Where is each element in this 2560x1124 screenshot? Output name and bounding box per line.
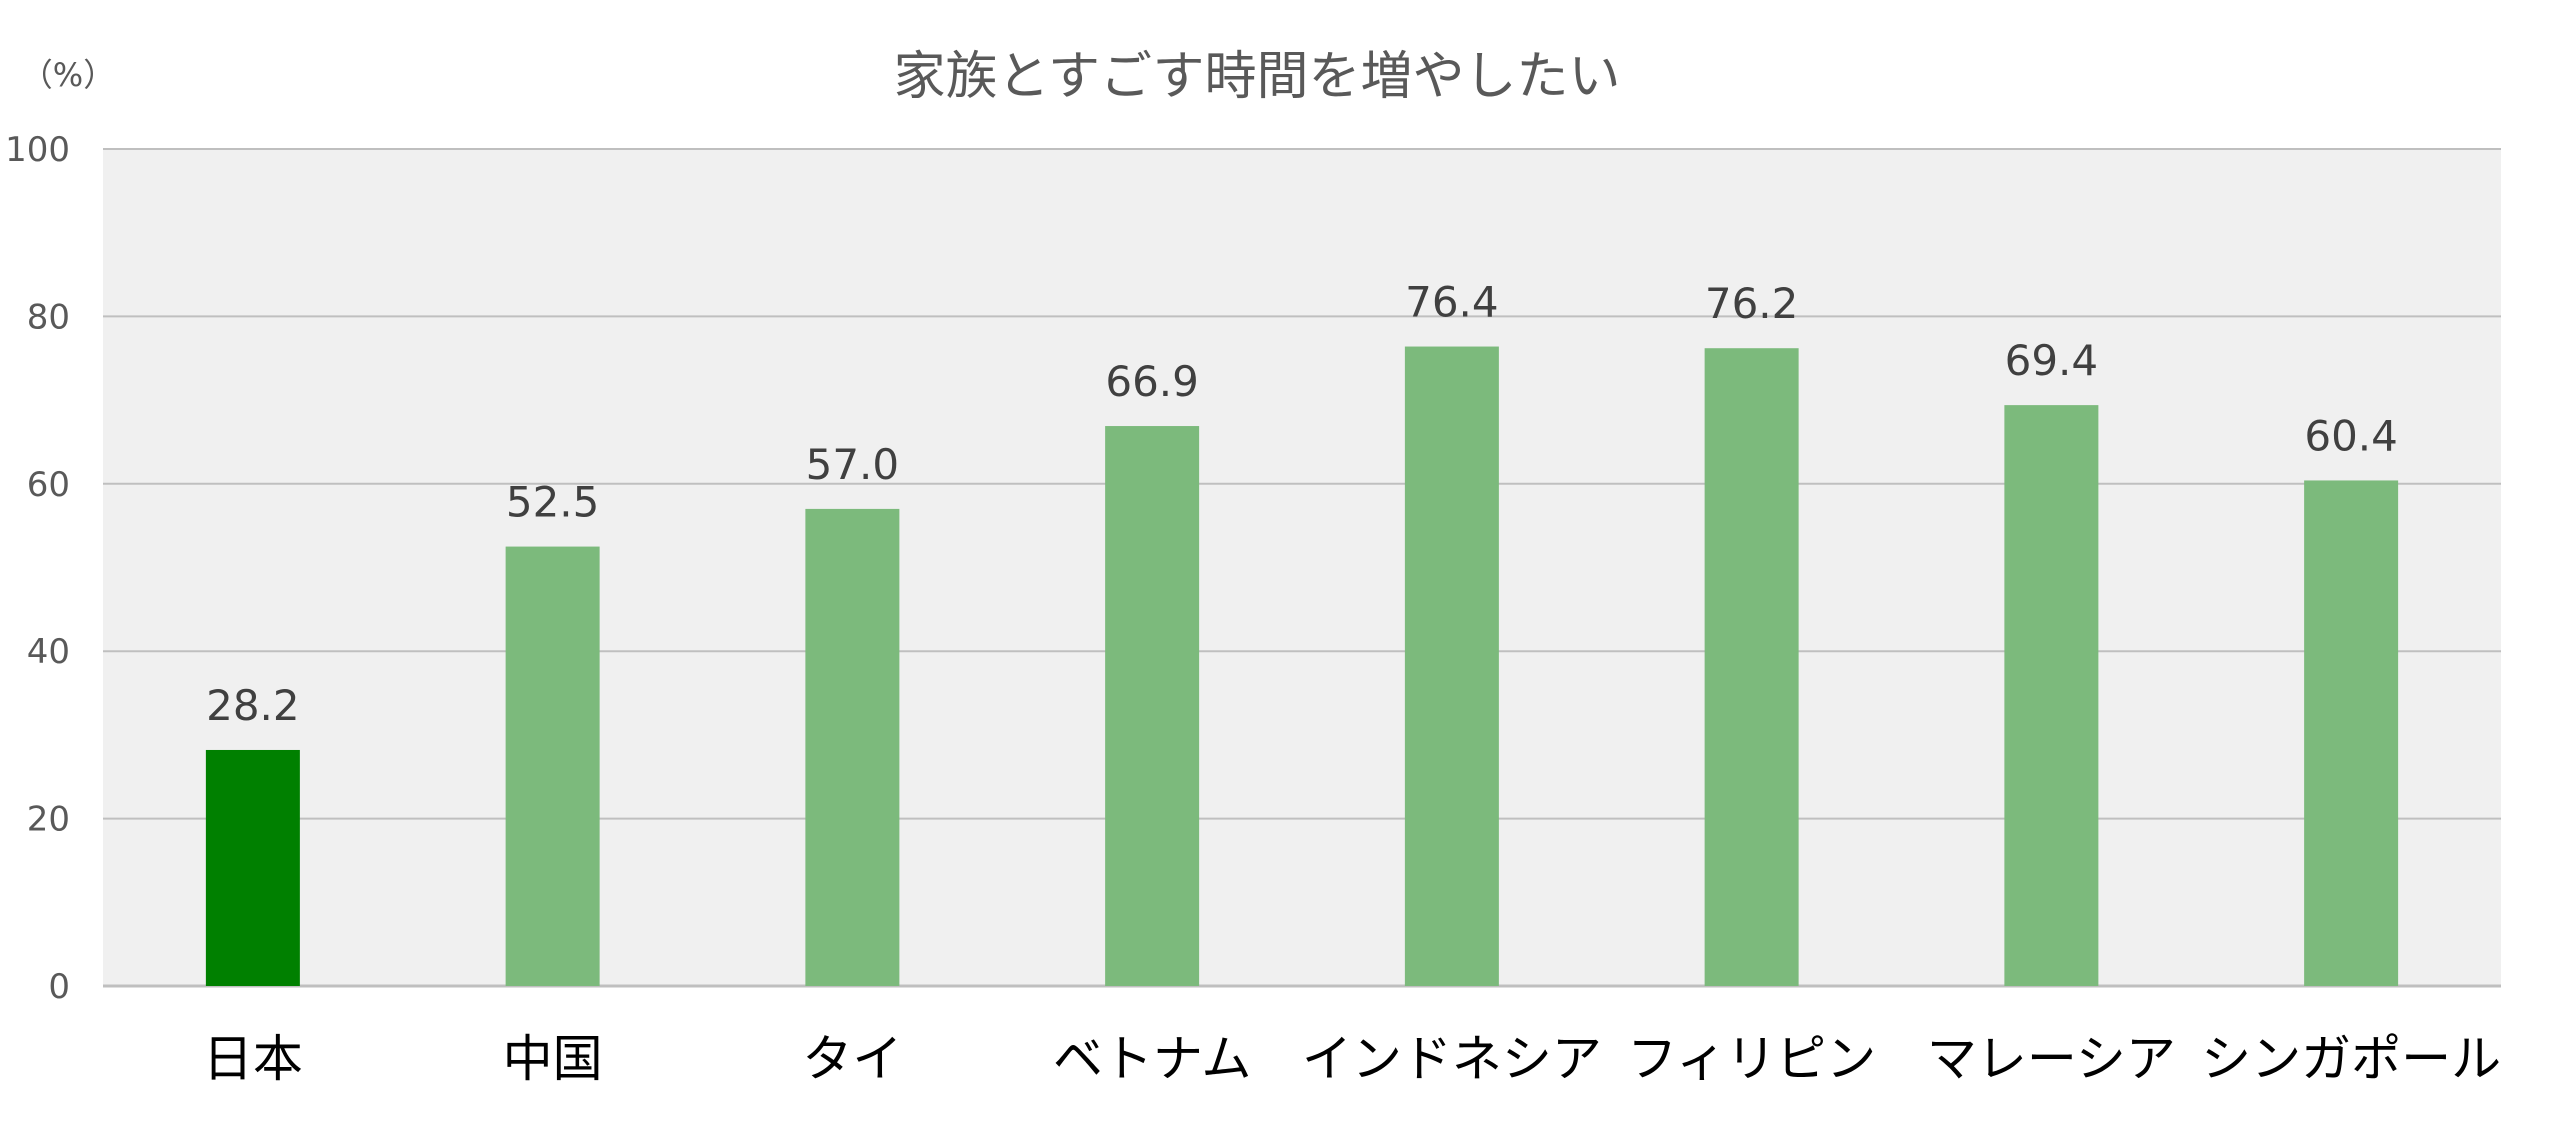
data-label: 60.4	[2304, 411, 2398, 460]
category-label: インドネシア	[1302, 1030, 1602, 1088]
bar	[505, 546, 600, 986]
data-labels: 28.2 52.5 57.0 66.9 76.4 76.2 69.4 60.4	[206, 278, 2398, 730]
gridlines	[103, 148, 2501, 988]
bar	[805, 508, 900, 986]
y-tick-label: 20	[27, 800, 70, 840]
bars	[205, 346, 2399, 987]
data-label: 52.5	[506, 478, 600, 527]
y-tick-label: 0	[48, 967, 70, 1007]
category-label: フィリピン	[1627, 1030, 1876, 1088]
bar	[205, 749, 300, 986]
category-label: 中国	[503, 1030, 603, 1088]
category-label: シンガポール	[2201, 1030, 2501, 1088]
data-label: 76.2	[1705, 279, 1799, 328]
bar	[1704, 348, 1799, 986]
chart-title: 家族とすごす時間を増やしたい	[894, 47, 1621, 107]
bar	[2004, 405, 2099, 986]
data-label: 28.2	[206, 681, 300, 730]
y-tick-label: 40	[27, 632, 70, 672]
bar	[2304, 480, 2399, 986]
y-axis-ticks: 0 20 40 60 80 100	[5, 130, 70, 1007]
category-label: 日本	[203, 1030, 303, 1088]
data-label: 69.4	[2005, 336, 2099, 385]
category-label: ベトナム	[1053, 1030, 1252, 1088]
x-axis-categories: 日本 中国 タイ ベトナム インドネシア フィリピン マレーシア シンガポール	[203, 1030, 2501, 1088]
y-axis-unit-label: （%）	[21, 56, 115, 94]
plot-area	[103, 149, 2501, 986]
category-label: マレーシア	[1927, 1030, 2176, 1088]
category-label: タイ	[802, 1030, 902, 1088]
bar	[1105, 426, 1200, 986]
y-tick-label: 60	[27, 465, 70, 505]
bar	[1404, 346, 1499, 987]
data-label: 57.0	[806, 440, 900, 489]
y-tick-label: 100	[5, 130, 70, 170]
data-label: 66.9	[1105, 357, 1199, 406]
data-label: 76.4	[1405, 278, 1499, 327]
y-tick-label: 80	[27, 297, 70, 337]
